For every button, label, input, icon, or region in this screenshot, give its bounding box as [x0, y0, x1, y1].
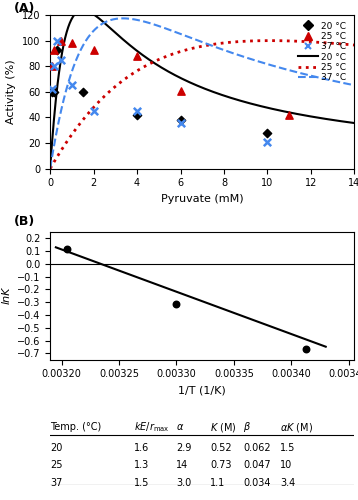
- Point: [303, 345, 309, 353]
- Point: [134, 111, 140, 119]
- Point: [91, 46, 96, 54]
- Point: [265, 129, 270, 137]
- Point: [69, 39, 75, 47]
- Text: Temp. (°C): Temp. (°C): [50, 422, 101, 432]
- Point: [91, 107, 96, 115]
- Point: [80, 88, 86, 96]
- Text: 10: 10: [280, 460, 292, 470]
- Text: 0.034: 0.034: [243, 478, 271, 488]
- Point: [52, 46, 57, 54]
- Text: $\beta$: $\beta$: [243, 420, 251, 434]
- Text: 3.0: 3.0: [176, 478, 192, 488]
- Text: 0.047: 0.047: [243, 460, 271, 470]
- Point: [49, 62, 55, 70]
- Text: $\alpha$: $\alpha$: [176, 422, 185, 432]
- Point: [49, 86, 55, 94]
- Point: [69, 82, 75, 90]
- Point: [49, 88, 55, 96]
- Point: [134, 107, 140, 115]
- Text: (A): (A): [14, 2, 35, 15]
- Text: 0.062: 0.062: [243, 442, 271, 452]
- Point: [178, 116, 183, 124]
- Point: [52, 88, 57, 96]
- Point: [134, 52, 140, 60]
- Point: [54, 36, 59, 44]
- Text: 1.6: 1.6: [134, 442, 149, 452]
- Text: 0.73: 0.73: [210, 460, 231, 470]
- Point: [178, 86, 183, 94]
- Text: 25: 25: [50, 460, 63, 470]
- Text: 1.5: 1.5: [134, 478, 149, 488]
- Text: 1.5: 1.5: [280, 442, 295, 452]
- Text: 20: 20: [50, 442, 63, 452]
- Point: [58, 36, 64, 44]
- X-axis label: Pyruvate (mM): Pyruvate (mM): [161, 194, 243, 204]
- Point: [178, 118, 183, 126]
- Y-axis label: lnK: lnK: [1, 287, 11, 304]
- Y-axis label: Activity (%): Activity (%): [6, 60, 16, 124]
- Point: [52, 62, 57, 70]
- Text: $\alpha K$ (M): $\alpha K$ (M): [280, 420, 313, 434]
- Text: 3.4: 3.4: [280, 478, 295, 488]
- Point: [54, 46, 59, 54]
- Point: [58, 56, 64, 64]
- X-axis label: 1/T (1/K): 1/T (1/K): [178, 385, 226, 395]
- Point: [286, 111, 292, 119]
- Text: $kE/r_{\mathrm{max}}$: $kE/r_{\mathrm{max}}$: [134, 420, 170, 434]
- Text: 0.52: 0.52: [210, 442, 232, 452]
- Legend: 20 °C, 25 °C, 37 °C, 20 °C, 25 °C, 37 °C: 20 °C, 25 °C, 37 °C, 20 °C, 25 °C, 37 °C: [294, 18, 350, 86]
- Point: [265, 138, 270, 146]
- Point: [174, 300, 179, 308]
- Text: 37: 37: [50, 478, 63, 488]
- Text: (B): (B): [14, 216, 35, 228]
- Text: 1.1: 1.1: [210, 478, 225, 488]
- Point: [64, 245, 70, 253]
- Text: $K$ (M): $K$ (M): [210, 420, 237, 434]
- Text: 1.3: 1.3: [134, 460, 149, 470]
- Text: 2.9: 2.9: [176, 442, 192, 452]
- Text: 14: 14: [176, 460, 189, 470]
